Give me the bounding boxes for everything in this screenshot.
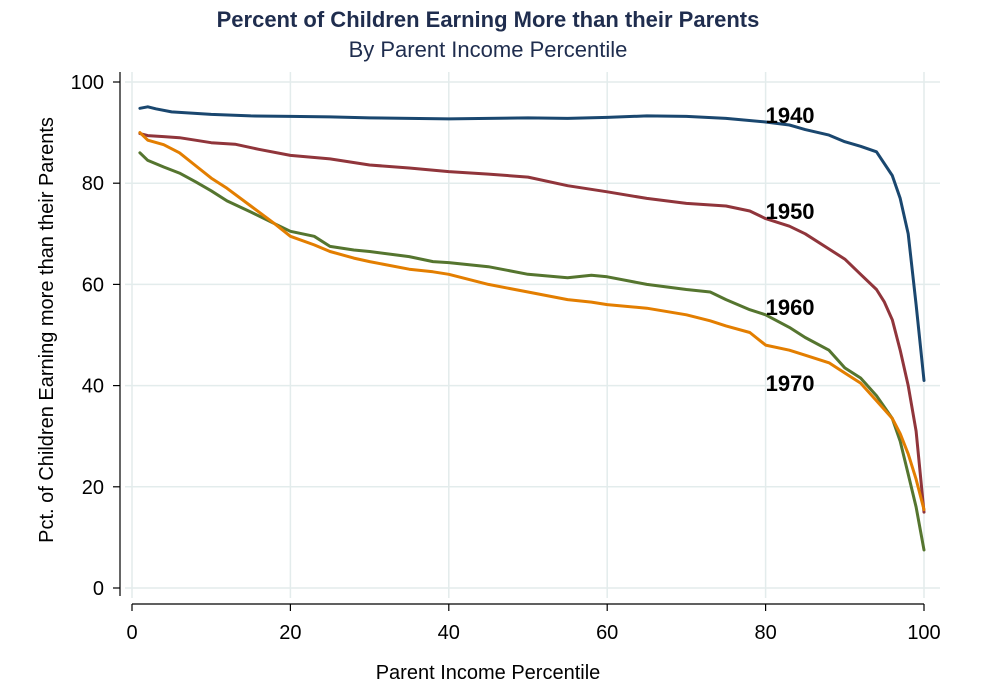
y-tick-label: 20 — [82, 477, 104, 499]
y-tick-label: 0 — [93, 578, 104, 600]
gridlines — [125, 72, 940, 598]
chart-title: Percent of Children Earning More than th… — [217, 7, 760, 32]
x-axis-label: Parent Income Percentile — [376, 662, 601, 684]
y-tick-label: 80 — [82, 173, 104, 195]
y-axis-ticks: 0 20 40 60 80 100 — [71, 72, 120, 600]
series-line-1940 — [138, 105, 926, 382]
series-label-1970: 1970 — [766, 371, 815, 396]
series-line-1970 — [138, 131, 926, 512]
x-tick-label: 100 — [907, 622, 940, 644]
x-tick-label: 40 — [438, 622, 460, 644]
x-tick-label: 60 — [596, 622, 618, 644]
y-axis-label: Pct. of Children Earning more than their… — [36, 117, 58, 543]
x-tick-label: 0 — [126, 622, 137, 644]
x-tick-label: 80 — [754, 622, 776, 644]
axes — [119, 72, 924, 605]
x-tick-label: 20 — [279, 622, 301, 644]
series-lines — [138, 105, 926, 552]
series-labels: 1940 1950 1960 1970 — [766, 103, 815, 396]
series-label-1960: 1960 — [766, 295, 815, 320]
y-tick-label: 60 — [82, 274, 104, 296]
series-line-1950 — [138, 132, 926, 514]
series-label-1940: 1940 — [766, 103, 815, 128]
x-axis-ticks: 0 20 40 60 80 100 — [126, 604, 941, 644]
y-tick-label: 100 — [71, 72, 104, 94]
y-tick-label: 40 — [82, 376, 104, 398]
chart-subtitle: By Parent Income Percentile — [349, 37, 628, 62]
series-line-1960 — [138, 151, 926, 552]
series-label-1950: 1950 — [766, 199, 815, 224]
